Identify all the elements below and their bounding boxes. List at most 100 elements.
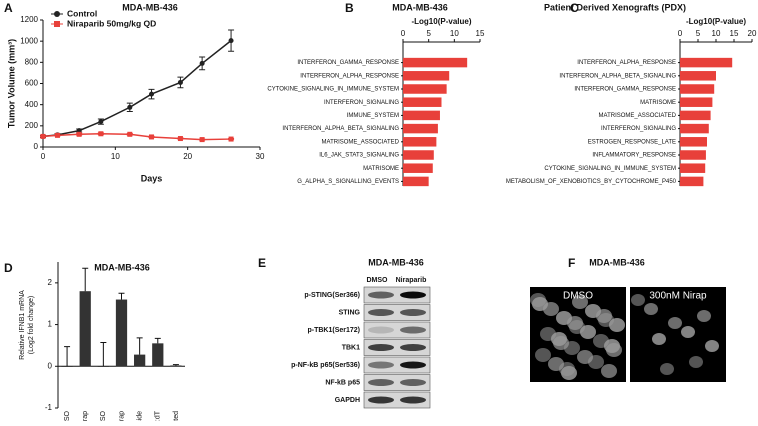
blot-band: [400, 344, 426, 351]
bar: [403, 163, 433, 173]
x-tick-label: 30: [256, 152, 265, 161]
nucleus: [606, 343, 622, 357]
nucleus: [689, 356, 703, 368]
y-tick-label: 1: [48, 320, 53, 329]
blot-band: [400, 396, 426, 404]
marker: [149, 134, 154, 140]
y-tick-label: CYTOKINE_SIGNALING_IN_IMMUNE_SYSTEM: [544, 166, 676, 172]
bar: [152, 343, 164, 367]
blot-band: [368, 291, 394, 299]
blot-column: Niraparib: [396, 277, 427, 284]
error-bar: [136, 337, 143, 355]
chart-title: MDA-MB-436: [122, 2, 178, 12]
blot-band: [400, 291, 426, 299]
y-tick-label: CYTOKINE_SIGNALING_IN_IMMUNE_SYSTEM: [267, 87, 399, 93]
panel-label: E: [258, 256, 266, 270]
marker: [127, 104, 133, 110]
error-bar: [100, 342, 107, 367]
marker: [98, 119, 104, 125]
y-tick-label: G_ALPHA_S_SIGNALLING_EVENTS: [297, 179, 399, 185]
blot-strip: [363, 374, 431, 391]
marker: [177, 79, 183, 85]
nucleus: [644, 303, 658, 315]
y-tick-label: INTERFERON_ALPHA_RESPONSE: [300, 73, 399, 79]
blot-row: GAPDH: [335, 397, 360, 404]
nucleus: [705, 340, 719, 352]
blot-row: STING: [339, 309, 361, 316]
bar: [79, 291, 91, 367]
blot-band: [400, 326, 426, 334]
micrograph-image: [630, 287, 726, 382]
bar: [403, 57, 468, 68]
y-tick-label: 800: [25, 57, 39, 66]
y-tick-label: INTERFERON_ALPHA_BETA_SIGNALING: [559, 73, 676, 79]
marker: [199, 60, 205, 66]
blot-band: [368, 379, 394, 386]
y-tick-label: 200: [25, 121, 39, 130]
marker: [40, 133, 46, 139]
blot-strip: [363, 321, 431, 339]
x-tick-label: 48h Nirap: [118, 411, 125, 421]
blot-band: [368, 309, 394, 316]
y-tick-label: 0: [48, 361, 53, 370]
y-tick-label: ESTROGEN_RESPONSE_LATE: [588, 139, 676, 145]
nucleus: [585, 304, 601, 318]
bar: [115, 299, 128, 367]
x-tick-label: 10: [712, 29, 721, 38]
blot-row: p-TBK1(Ser172): [307, 327, 360, 334]
y-axis-label: Relative IFNB1 mRNA: [19, 290, 26, 360]
bar: [403, 71, 450, 81]
bar: [680, 84, 715, 94]
x-tick-label: dA:dT: [155, 410, 162, 421]
bar: [403, 84, 447, 94]
x-tick-label: 0: [41, 152, 46, 161]
blot-title: MDA-MB-436: [368, 257, 424, 267]
y-tick-label: INTERFERON_ALPHA_BETA_SIGNALING: [282, 126, 399, 132]
error-bar: [118, 292, 125, 300]
nucleus: [593, 334, 609, 348]
blot-row: p-STING(Ser366): [304, 292, 360, 299]
x-tick-label: 24h DMSO: [64, 410, 71, 421]
y-tick-label: INTERFERON_GAMMA_RESPONSE: [574, 87, 676, 93]
y-tick-label: INTERFERON_GAMMA_RESPONSE: [297, 60, 399, 66]
y-tick-label: 600: [25, 79, 39, 88]
x-tick-label: 0: [401, 29, 406, 38]
y-tick-label: IMMUNE_SYSTEM: [347, 113, 399, 119]
marker: [199, 137, 205, 143]
error-bar: [64, 346, 71, 367]
nucleus: [548, 357, 564, 371]
y-tick-label: INTERFERON_ALPHA_RESPONSE: [577, 60, 676, 66]
x-tick-label: 5: [696, 29, 701, 38]
chart-title: MDA-MB-436: [94, 262, 150, 272]
bar: [680, 110, 711, 121]
x-tick-label: 15: [476, 29, 485, 38]
nucleus: [681, 326, 695, 338]
x-tick-label: untreated: [173, 411, 180, 421]
blot-band: [368, 396, 394, 404]
blot-band: [368, 326, 394, 334]
marker: [54, 132, 60, 138]
blot-row: NF-kB p65: [325, 379, 360, 386]
nucleus: [631, 294, 645, 306]
y-tick-label: 0: [34, 142, 39, 151]
nucleus: [652, 333, 666, 345]
y-tick-label: MATRISOME_ASSOCIATED: [322, 139, 400, 145]
bar: [680, 57, 733, 68]
bar: [680, 150, 706, 160]
y-tick-label: MATRISOME: [363, 166, 399, 172]
nucleus: [532, 297, 548, 311]
y-tick-label: INTERFERON_SIGNALING: [324, 100, 399, 106]
y-tick-label: MATRISOME: [640, 100, 676, 106]
x-tick-label: 10: [450, 29, 459, 38]
panel-label: F: [568, 256, 575, 270]
blot-strip: [363, 339, 431, 356]
x-tick-label: 5: [426, 29, 431, 38]
nucleus: [697, 310, 711, 322]
blot-band: [400, 379, 426, 386]
blot-band: [368, 361, 394, 369]
nucleus: [668, 317, 682, 329]
error-bar: [172, 364, 179, 366]
bar: [134, 354, 146, 367]
y-tick-label: INTERFERON_SIGNALING: [601, 126, 676, 132]
